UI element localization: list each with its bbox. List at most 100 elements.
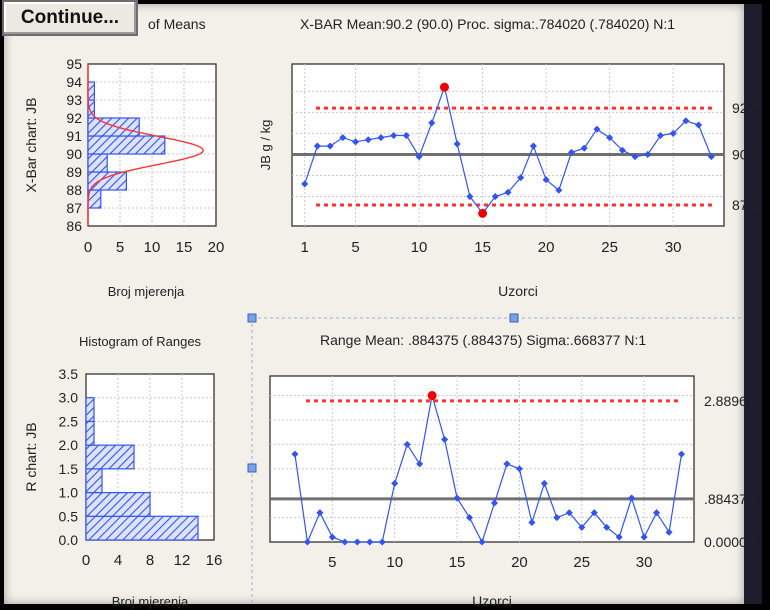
histogram-bar [85, 397, 95, 423]
continue-button[interactable]: Continue... [2, 0, 138, 36]
data-point [478, 538, 486, 546]
data-point [517, 174, 525, 182]
data-point [465, 514, 474, 522]
data-point [313, 142, 321, 150]
data-point [707, 153, 715, 161]
data-point [416, 460, 424, 468]
y-tick-label: 90 [66, 146, 82, 162]
data-point [466, 193, 474, 201]
data-point [428, 119, 436, 127]
data-point [415, 153, 423, 161]
x-tick-label: 15 [176, 239, 193, 256]
y-tick-label: 3.0 [59, 390, 79, 406]
x-tick-label: 15 [449, 554, 466, 571]
y-axis-label: X-Bar chart: JB [23, 98, 39, 193]
normal-curve [87, 64, 204, 226]
y-tick-label: 2.0 [59, 437, 79, 453]
data-point [366, 538, 374, 546]
y-axis-label: JB g / kg [258, 120, 273, 171]
histogram-bar [87, 81, 96, 101]
histogram-bar [85, 468, 103, 494]
x-tick-label: 30 [636, 554, 653, 571]
histogram-bar [85, 420, 95, 446]
y-tick-label: 88 [66, 182, 82, 198]
x-axis-label: Uzorci [472, 593, 512, 609]
histogram-bar [87, 171, 128, 191]
data-point [453, 140, 461, 148]
means-histogram: of Means 86 87 88 89 90 91 92 93 94 95 0 5 10 15 20 X-Ba… [23, 16, 224, 299]
y-tick-label: 92 [66, 110, 82, 126]
data-point [503, 460, 511, 468]
data-point [528, 518, 536, 527]
data-point [615, 533, 623, 541]
data-point [402, 131, 410, 140]
data-point [351, 138, 360, 146]
y-tick-label: 89 [66, 164, 82, 180]
data-point [515, 465, 523, 473]
data-point [540, 479, 548, 487]
x-axis-label: Broj mjerenja [112, 594, 189, 609]
out-of-control-point [478, 208, 488, 218]
y-tick-label: 94 [66, 74, 82, 90]
data-point [353, 538, 361, 546]
data-point [593, 125, 601, 133]
x-tick-label: 20 [208, 239, 225, 256]
data-point [665, 528, 673, 536]
y-tick-label: 1.0 [59, 485, 79, 501]
data-point [301, 180, 309, 188]
limit-value-label: 87.6 [732, 197, 759, 213]
limit-value-label: .884375 [704, 491, 755, 507]
chart-title: X-BAR Mean:90.2 (90.0) Proc. sigma:.7840… [300, 16, 675, 32]
selection-handles [247, 313, 744, 604]
data-point [631, 153, 639, 161]
data-point [590, 509, 598, 517]
data-point [391, 479, 399, 487]
x-tick-label: 5 [351, 239, 359, 256]
x-tick-label: 25 [573, 554, 590, 571]
data-point [504, 188, 512, 196]
data-point [656, 131, 665, 140]
data-point [491, 193, 499, 201]
data-point [328, 533, 336, 541]
selection-handle [509, 313, 519, 323]
x-tick-label: 30 [665, 239, 682, 256]
data-point [669, 129, 677, 137]
data-point [316, 509, 324, 517]
data-point [628, 494, 636, 502]
y-axis-label: R chart: JB [23, 422, 39, 491]
selection-handle [247, 463, 257, 473]
y-tick-label: 91 [66, 128, 82, 144]
data-point [453, 494, 461, 502]
x-tick-label: 20 [538, 239, 555, 256]
range-chart: Range Mean: .884375 (.884375) Sigma:.668… [269, 332, 755, 609]
x-tick-label: 12 [174, 552, 191, 569]
limit-value-label: 0.00000 [704, 534, 755, 550]
y-tick-label: 93 [66, 92, 82, 108]
data-point [529, 142, 537, 150]
limit-value-label: 90.0 [732, 146, 759, 162]
data-point [339, 134, 347, 142]
x-tick-label: 1 [301, 239, 309, 256]
data-point [555, 186, 563, 194]
data-point [580, 144, 588, 152]
chart-title: Histogram of Ranges [79, 334, 202, 349]
data-point [377, 134, 385, 142]
histogram-bar [85, 491, 151, 517]
x-tick-label: 10 [411, 239, 428, 256]
chart-title: Range Mean: .884375 (.884375) Sigma:.668… [320, 332, 646, 348]
chart-title: of Means [148, 16, 206, 32]
x-tick-label: 4 [114, 552, 122, 569]
data-point [553, 514, 561, 522]
x-tick-label: 25 [601, 239, 618, 256]
x-axis-label: Uzorci [498, 283, 538, 299]
y-tick-label: 86 [66, 218, 82, 234]
x-axis-label: Broj mjerenja [108, 284, 185, 299]
data-point [490, 499, 499, 507]
y-tick-label: 3.5 [59, 366, 79, 382]
y-tick-label: 87 [66, 200, 82, 216]
xbar-chart: X-BAR Mean:90.2 (90.0) Proc. sigma:.7840… [258, 16, 759, 299]
x-tick-label: 5 [328, 554, 336, 571]
out-of-control-point [439, 82, 449, 92]
data-point [653, 509, 661, 517]
